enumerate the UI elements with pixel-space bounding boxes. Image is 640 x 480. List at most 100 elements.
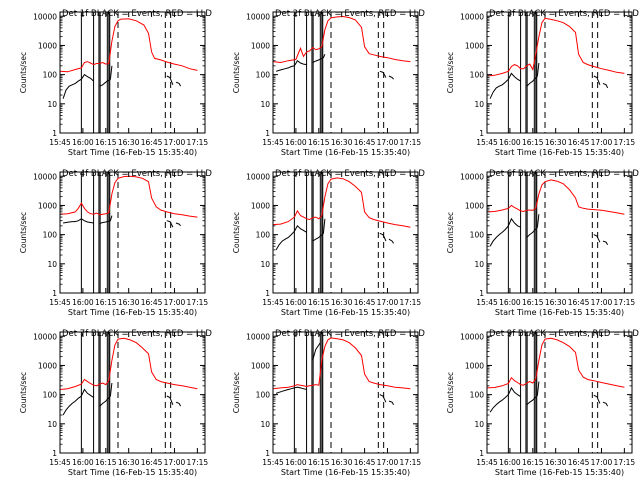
x-tick-label: 17:15	[400, 298, 422, 307]
x-axis-title: Start Time (16-Feb-15 15:35:40)	[68, 148, 197, 157]
plot-frame	[486, 171, 633, 294]
x-tick-label: 16:45	[568, 458, 590, 467]
y-tick-label: 100	[256, 231, 271, 240]
y-tick-label: 10	[47, 100, 57, 109]
x-tick-label: 16:30	[331, 458, 353, 467]
y-axis-title: Counts/sec	[19, 372, 28, 413]
y-tick-label: 100	[43, 231, 58, 240]
x-tick-label: 16:30	[118, 138, 140, 147]
y-axis-title: Counts/sec	[19, 52, 28, 93]
x-tick-label: 16:15	[95, 458, 117, 467]
y-tick-label: 10000	[246, 172, 270, 181]
panel-title: Det 8f BLACK = Events, RED = LLD	[275, 329, 425, 339]
y-axis-title: Counts/sec	[19, 212, 28, 253]
x-tick-label: 17:00	[164, 458, 186, 467]
x-tick-label: 16:45	[568, 138, 590, 147]
y-tick-label: 1000	[38, 201, 57, 210]
x-tick-label: 16:30	[545, 298, 567, 307]
y-tick-label: 10000	[246, 332, 270, 341]
x-tick-label: 16:00	[285, 458, 307, 467]
x-tick-label: 17:00	[591, 458, 613, 467]
x-tick-label: 16:45	[568, 298, 590, 307]
y-tick-label: 10	[260, 420, 270, 429]
x-tick-label: 16:00	[285, 138, 307, 147]
x-tick-label: 17:15	[614, 458, 636, 467]
series-events-line	[275, 224, 307, 251]
y-tick-label: 1000	[38, 361, 57, 370]
x-tick-label: 15:45	[476, 138, 498, 147]
y-tick-label: 1000	[251, 361, 270, 370]
series-events-line	[388, 238, 395, 244]
x-tick-label: 16:15	[522, 138, 544, 147]
x-tick-label: 16:15	[522, 298, 544, 307]
x-tick-label: 16:45	[141, 298, 163, 307]
y-tick-label: 10	[47, 260, 57, 269]
series-events-line	[489, 386, 521, 413]
series-lld-line	[60, 337, 198, 390]
series-events-line	[166, 75, 174, 85]
x-tick-label: 16:45	[354, 138, 376, 147]
x-axis-title: Start Time (16-Feb-15 15:35:40)	[495, 308, 624, 317]
series-events-line	[602, 82, 609, 89]
x-tick-label: 17:15	[187, 138, 209, 147]
x-tick-label: 15:45	[476, 458, 498, 467]
series-events-line	[602, 240, 609, 246]
plot-frame	[59, 171, 206, 294]
series-lld-line	[487, 17, 625, 77]
x-tick-label: 15:45	[49, 138, 71, 147]
x-tick-label: 17:15	[187, 458, 209, 467]
series-events-line	[275, 386, 307, 394]
y-tick-label: 1	[479, 289, 484, 298]
x-tick-label: 17:15	[187, 298, 209, 307]
y-tick-label: 1	[52, 289, 57, 298]
series-lld-line	[487, 179, 625, 215]
x-tick-label: 17:15	[400, 138, 422, 147]
series-events-line	[99, 382, 113, 407]
x-tick-label: 15:45	[49, 458, 71, 467]
series-events-line	[379, 394, 387, 403]
x-tick-label: 15:45	[262, 138, 284, 147]
x-tick-label: 16:00	[499, 298, 521, 307]
series-events-line	[275, 59, 307, 72]
y-axis-title: Counts/sec	[446, 52, 455, 93]
y-tick-label: 1	[265, 449, 270, 458]
series-lld-line	[487, 337, 625, 389]
y-tick-label: 10000	[246, 12, 270, 21]
series-events-line	[593, 394, 601, 404]
x-tick-label: 17:15	[400, 458, 422, 467]
panel-title: Det 5f BLACK = Events, RED = LLD	[275, 169, 425, 179]
y-tick-label: 1000	[38, 41, 57, 50]
y-tick-label: 10000	[460, 172, 484, 181]
series-events-line	[166, 395, 174, 405]
x-tick-label: 17:15	[614, 298, 636, 307]
series-events-line	[593, 75, 601, 85]
y-axis-title: Counts/sec	[446, 372, 455, 413]
x-tick-label: 17:15	[614, 138, 636, 147]
x-tick-label: 17:00	[591, 138, 613, 147]
y-axis-title: Counts/sec	[232, 52, 241, 93]
series-events-line	[175, 81, 182, 87]
panel-title: Det 2f BLACK = Events, RED = LLD	[275, 9, 425, 19]
y-tick-label: 1	[52, 129, 57, 138]
y-tick-label: 10	[474, 100, 484, 109]
x-tick-label: 16:45	[141, 458, 163, 467]
series-lld-line	[60, 175, 198, 218]
x-tick-label: 16:00	[72, 458, 94, 467]
x-axis-title: Start Time (16-Feb-15 15:35:40)	[281, 308, 410, 317]
y-tick-label: 1	[52, 449, 57, 458]
y-axis-title: Counts/sec	[446, 212, 455, 253]
x-tick-label: 16:00	[285, 298, 307, 307]
series-events-line	[526, 214, 540, 238]
y-tick-label: 100	[470, 391, 485, 400]
plot-frame	[59, 11, 206, 134]
x-tick-label: 16:15	[95, 298, 117, 307]
panel-title: Det 1f BLACK = Events, RED = LLD	[62, 9, 212, 19]
x-tick-label: 16:00	[499, 138, 521, 147]
y-tick-label: 10	[474, 420, 484, 429]
x-tick-label: 16:00	[499, 458, 521, 467]
x-tick-label: 16:15	[308, 138, 330, 147]
